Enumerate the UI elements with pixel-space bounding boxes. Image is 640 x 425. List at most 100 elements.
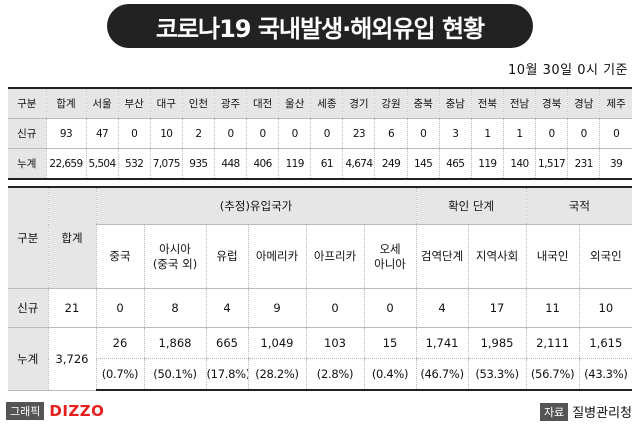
overseas-row-percent: (0.7%) (50.1%) (17.8%) (28.2%) (2.8%) (0.4%)(… xyxy=(8,358,633,391)
table-cell: 0 xyxy=(246,118,279,149)
dizzo-logo: DIZZO xyxy=(49,402,105,420)
column-header: 제주 xyxy=(599,87,632,119)
page-title: 코로나19 국내발생·해외유입 현황 xyxy=(107,4,533,48)
percent-cell: (46.7%) xyxy=(415,358,469,391)
overseas-cumulative-total: 3,726 xyxy=(47,327,96,391)
sub-column-header: 내국인 xyxy=(525,224,580,289)
table-cell: 0 xyxy=(278,118,311,149)
overseas-row-header: 구분 xyxy=(8,186,48,289)
table-cell: 119 xyxy=(278,148,311,180)
sub-column-header: 외국인 xyxy=(578,224,633,289)
table-cell: 103 xyxy=(305,327,364,359)
column-header: 대구 xyxy=(149,87,183,119)
regional-row-new: 신규 93 47 0 10 2 0 0 0 0 23 6 0 3 1 1 0 0 0 xyxy=(8,118,632,149)
table-cell: 145 xyxy=(406,148,440,180)
table-cell: 8 xyxy=(143,288,206,328)
table-cell: 0 xyxy=(117,118,151,149)
percent-cell: (17.8%) xyxy=(205,358,248,391)
table-cell: 4 xyxy=(205,288,248,328)
overseas-total-header: 합계 xyxy=(47,186,96,289)
table-cell: 2,111 xyxy=(525,327,580,359)
regional-header-row: 구분 합계 서울 부산 대구 인천 광주 대전 울산 세종 경기 강원 충북 충남 전북 전남 경북 경남 제주 xyxy=(8,87,632,119)
sub-column-header-line: 아시아 xyxy=(159,241,191,256)
sub-column-header: 중국 xyxy=(95,224,144,289)
row-label-new: 신규 xyxy=(8,118,46,149)
column-header: 울산 xyxy=(278,87,311,119)
percent-cell: (0.4%) xyxy=(363,358,417,391)
regional-row-header: 구분 xyxy=(8,87,46,119)
percent-cell: (0.7%) xyxy=(95,358,144,391)
sub-column-header-line: 검역단계 xyxy=(420,249,464,263)
overseas-header-row-1: 구분 합계 (추정)유입국가 확인 단계 국적 xyxy=(8,186,633,289)
table-cell: 532 xyxy=(117,148,151,180)
sub-column-header: 오세 아니아 xyxy=(363,224,417,289)
row-label-cumulative: 누계 xyxy=(8,327,48,391)
sub-column-header: 검역단계 xyxy=(415,224,469,289)
percent-cell: (53.3%) xyxy=(467,358,527,391)
column-header: 서울 xyxy=(85,87,119,119)
table-cell: 1,517 xyxy=(535,148,568,180)
group-estimated-country: (추정)유입국가 xyxy=(95,186,417,225)
overseas-header-row-2: 중국 아시아 (중국 외) 유럽 아메리카 아프리카 오세 아니아 검역단계 지역사회 내국인 외국인 xyxy=(8,224,633,289)
group-nationality: 국적 xyxy=(525,186,633,225)
table-cell: 3 xyxy=(438,118,472,149)
table-cell: 23 xyxy=(342,118,375,149)
percent-cell: (50.1%) xyxy=(143,358,206,391)
graphic-label: 그래픽 xyxy=(6,402,45,420)
table-cell: 11 xyxy=(525,288,580,328)
sub-column-header-line: 아프리카 xyxy=(313,249,357,263)
group-confirm-stage: 확인 단계 xyxy=(415,186,527,225)
sub-column-header-line: 중국 xyxy=(109,249,131,263)
column-header: 강원 xyxy=(374,87,408,119)
table-cell: 5,504 xyxy=(85,148,119,180)
sub-column-header-line: 내국인 xyxy=(536,249,569,263)
table-cell: 465 xyxy=(438,148,472,180)
table-cell: 1,868 xyxy=(143,327,206,359)
regional-table: 구분 합계 서울 부산 대구 인천 광주 대전 울산 세종 경기 강원 충북 충남 전북 전남 경북 경남 제주 … xyxy=(8,87,632,180)
overseas-row-new: 신규 21 0 8 4 9 0 0 4 17 11 10 xyxy=(8,288,633,328)
column-header: 인천 xyxy=(181,87,215,119)
column-header: 경북 xyxy=(535,87,568,119)
sub-column-header-line: 아니아 xyxy=(374,256,406,271)
table-cell: 0 xyxy=(406,118,440,149)
table-cell: 0 xyxy=(213,118,247,149)
table-cell: 6 xyxy=(374,118,408,149)
column-header: 대전 xyxy=(246,87,279,119)
sub-column-header-line: 유럽 xyxy=(216,249,238,263)
table-cell: 9 xyxy=(247,288,306,328)
table-cell: 47 xyxy=(85,118,119,149)
table-cell: 61 xyxy=(310,148,343,180)
table-cell: 119 xyxy=(470,148,504,180)
table-cell: 1 xyxy=(502,118,536,149)
table-cell: 7,075 xyxy=(149,148,183,180)
sub-column-header-line: 아메리카 xyxy=(255,249,299,263)
table-cell: 93 xyxy=(45,118,86,149)
table-cell: 0 xyxy=(310,118,343,149)
column-header: 경남 xyxy=(567,87,600,119)
source-name: 질병관리청 xyxy=(572,406,632,421)
sub-column-header: 지역사회 xyxy=(467,224,527,289)
table-cell: 1,615 xyxy=(578,327,633,359)
percent-cell: (2.8%) xyxy=(305,358,364,391)
sub-column-header-line: 오세 xyxy=(379,241,401,256)
sub-column-header-line: 외국인 xyxy=(589,249,622,263)
overseas-row-cumulative: 누계 3,726 26 1,868 665 1,049 103 15 1,741 1,985 2… xyxy=(8,327,633,391)
table-cell: 22,659 xyxy=(45,148,86,180)
footer-source: 자료 질병관리청 xyxy=(539,402,632,421)
table-cell: 1 xyxy=(470,118,504,149)
table-cell: 406 xyxy=(246,148,279,180)
regional-row-cumulative: 누계 22,659 5,504 532 7,075 935 448 406 119 61 4,67… xyxy=(8,148,632,180)
table-cell: 249 xyxy=(374,148,408,180)
table-cell: 0 xyxy=(363,288,417,328)
column-header: 합계 xyxy=(45,87,86,119)
table-cell: 140 xyxy=(502,148,536,180)
column-header: 충북 xyxy=(406,87,440,119)
table-cell: 448 xyxy=(213,148,247,180)
sub-column-header: 아메리카 xyxy=(247,224,306,289)
column-header: 전남 xyxy=(502,87,536,119)
table-cell: 0 xyxy=(567,118,600,149)
table-cell: 1,049 xyxy=(247,327,306,359)
table-cell: 10 xyxy=(578,288,633,328)
table-cell: 4,674 xyxy=(342,148,375,180)
table-cell: 15 xyxy=(363,327,417,359)
